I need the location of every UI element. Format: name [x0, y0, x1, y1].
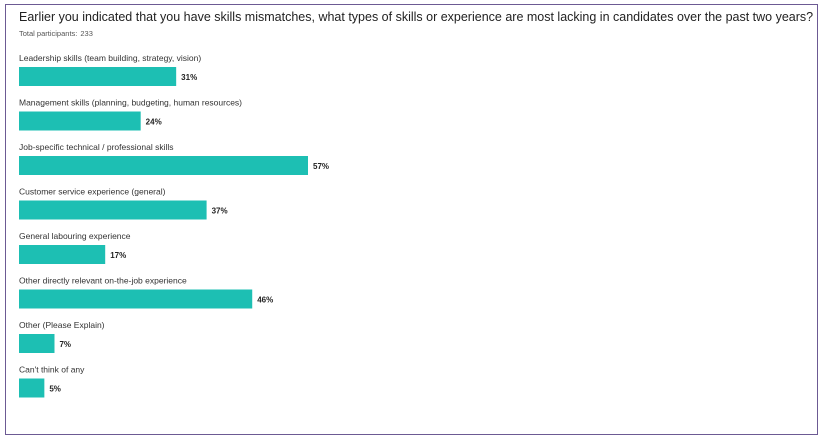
- value-label: 57%: [313, 162, 329, 171]
- value-label: 46%: [257, 296, 273, 305]
- participants-label: Total participants:: [19, 29, 78, 38]
- category-label: Can't think of any: [19, 365, 85, 375]
- bar-chart: Leadership skills (team building, strate…: [19, 53, 329, 398]
- bar: [19, 200, 207, 220]
- value-label: 24%: [146, 118, 162, 127]
- value-label: 7%: [59, 340, 71, 349]
- survey-panel: Earlier you indicated that you have skil…: [5, 4, 818, 435]
- bar: [19, 111, 141, 131]
- question-title: Earlier you indicated that you have skil…: [19, 10, 814, 24]
- participants-info: Total participants: 233: [19, 29, 96, 38]
- bar: [19, 334, 55, 353]
- bar: [19, 378, 45, 398]
- category-label: Customer service experience (general): [19, 187, 166, 197]
- bar: [19, 245, 106, 264]
- category-label: General labouring experience: [19, 231, 131, 241]
- value-label: 17%: [110, 251, 126, 260]
- participants-count: 233: [80, 29, 93, 38]
- category-label: Leadership skills (team building, strate…: [19, 53, 201, 63]
- bar: [19, 156, 308, 175]
- bar: [19, 67, 177, 86]
- value-label: 5%: [49, 385, 61, 394]
- category-label: Other (Please Explain): [19, 320, 105, 330]
- value-label: 37%: [212, 207, 228, 216]
- bar: [19, 289, 253, 309]
- category-label: Other directly relevant on-the-job exper…: [19, 276, 187, 286]
- value-label: 31%: [181, 73, 197, 82]
- category-label: Management skills (planning, budgeting, …: [19, 98, 242, 108]
- category-label: Job-specific technical / professional sk…: [19, 142, 173, 152]
